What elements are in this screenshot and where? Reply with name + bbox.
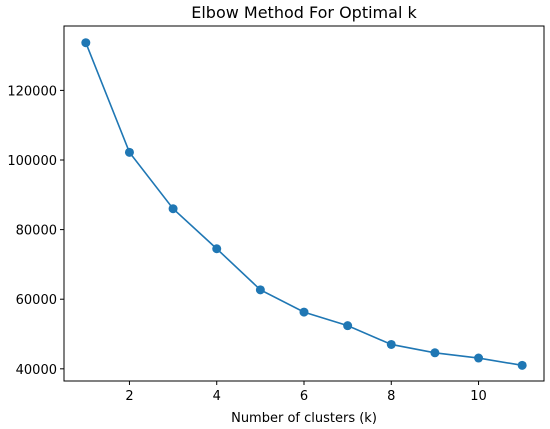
y-tick-label: 40000 (16, 363, 57, 378)
y-tick-label: 100000 (7, 154, 57, 169)
x-tick-label: 8 (387, 389, 395, 404)
data-point (517, 360, 527, 370)
plot-frame (63, 25, 545, 382)
y-axis-ticks: 40000 60000 80000 100000 120000 (7, 84, 64, 378)
data-point (430, 348, 440, 358)
y-tick-label: 80000 (16, 224, 57, 239)
data-point (343, 321, 353, 331)
data-point (299, 307, 309, 317)
x-tick-label: 6 (300, 389, 308, 404)
data-point (168, 204, 178, 214)
y-tick-label: 120000 (7, 84, 57, 99)
series-line (85, 42, 523, 367)
series-layer (81, 38, 527, 370)
x-axis-label: Number of clusters (k) (231, 411, 377, 426)
data-point (255, 285, 265, 295)
x-tick-label: 10 (470, 389, 487, 404)
chart-title: Elbow Method For Optimal k (191, 3, 417, 22)
y-tick-label: 60000 (16, 293, 57, 308)
data-point (212, 244, 222, 254)
data-point (81, 38, 91, 48)
x-tick-label: 4 (213, 389, 221, 404)
x-axis-ticks: 2 4 6 8 10 (125, 381, 487, 404)
plot-area (63, 25, 545, 382)
data-point (124, 147, 134, 157)
data-point (474, 353, 484, 363)
x-tick-label: 2 (125, 389, 133, 404)
data-point (386, 339, 396, 349)
